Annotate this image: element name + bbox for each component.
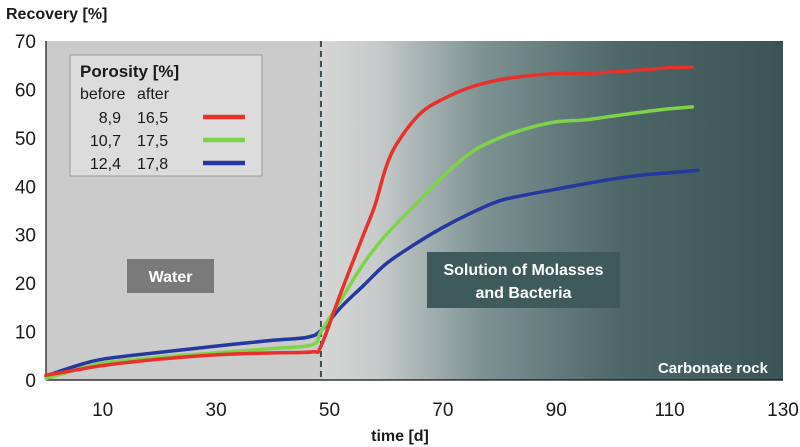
y-tick-labels: 0 10 20 30 40 50 60 70 [15,32,36,392]
x-tick-label: 130 [767,400,799,421]
y-tick-label: 40 [15,177,36,198]
legend-before-value: 10,7 [90,133,121,150]
x-axis-title: time [d] [371,428,429,445]
legend: Porosity [%] before after 8,9 16,5 10,7 17,… [69,54,263,177]
legend-after-value: 16,5 [137,110,168,127]
x-tick-labels: 10 30 50 70 90 110 130 [92,400,799,421]
series-line-3 [44,168,700,378]
x-tick-label: 90 [546,400,567,421]
solution-label-line2: and Bacteria [475,285,571,302]
x-tick-label: 110 [654,400,684,421]
y-tick-label: 0 [25,371,36,392]
y-tick-label: 70 [15,32,36,53]
legend-before-value: 12,4 [90,156,121,173]
series-line-2 [44,105,695,381]
series-lines [44,65,700,381]
x-tick-label: 30 [206,400,227,421]
legend-header-after: after [137,86,170,103]
y-tick-label: 20 [15,274,36,295]
series-line-1 [44,65,695,377]
x-tick-label: 70 [432,400,453,421]
y-tick-label: 50 [15,129,36,150]
legend-title: Porosity [%] [80,62,179,81]
legend-header-before: before [80,86,125,103]
y-axis-title: Recovery [%] [6,6,107,23]
water-label-box: Water [127,259,214,293]
water-label: Water [149,269,193,286]
y-tick-label: 10 [15,323,36,344]
legend-after-value: 17,8 [137,156,168,173]
x-tick-label: 50 [319,400,340,421]
solution-region [320,41,783,380]
solution-label-box: Solution of Molasses and Bacteria [427,252,620,308]
x-tick-label: 10 [92,400,113,421]
y-tick-label: 60 [15,80,36,101]
legend-before-value: 8,9 [99,110,121,127]
legend-after-value: 17,5 [137,133,168,150]
y-tick-label: 30 [15,226,36,247]
carbonate-rock-label: Carbonate rock [658,360,769,377]
solution-label-line1: Solution of Molasses [443,262,603,279]
